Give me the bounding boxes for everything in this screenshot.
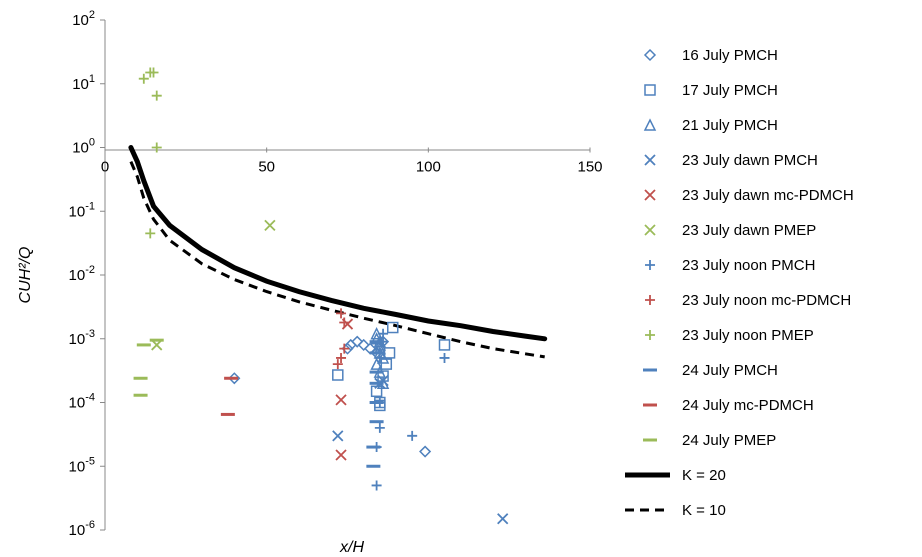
data-point	[339, 317, 350, 328]
legend-label: K = 20	[682, 467, 726, 484]
data-point	[151, 90, 162, 101]
legend-label: 17 July PMCH	[682, 82, 778, 99]
data-point	[332, 359, 343, 370]
legend-label: 24 July mc-PDMCH	[682, 397, 814, 414]
series-line	[129, 161, 545, 359]
x-axis-title: x/H	[339, 539, 364, 556]
data-point	[378, 328, 389, 339]
x-ticks: 0 50 100 150	[101, 147, 603, 176]
legend-marker	[643, 48, 657, 62]
data-point	[332, 369, 344, 381]
data-point	[138, 73, 149, 84]
data-point	[336, 352, 347, 363]
x-tick-label: 0	[101, 159, 109, 176]
data-point	[439, 352, 450, 363]
x-tick-label: 100	[416, 159, 441, 176]
data-point	[371, 480, 382, 491]
data-points	[133, 67, 509, 525]
legend-label: 23 July noon PMEP	[682, 327, 814, 344]
data-point	[383, 347, 396, 359]
data-point	[336, 308, 347, 319]
data-point	[145, 228, 156, 239]
data-point	[332, 430, 344, 442]
data-point	[151, 142, 162, 153]
legend-label: 23 July noon mc-PDMCH	[682, 292, 851, 309]
y-tick-label: 10-6	[69, 519, 95, 539]
data-point	[370, 357, 383, 370]
data-point	[407, 430, 418, 441]
data-point	[497, 513, 509, 525]
y-tick-label: 10-2	[69, 264, 95, 284]
data-point	[374, 422, 385, 433]
data-point	[351, 335, 364, 348]
legend-marker	[644, 154, 656, 166]
y-tick-label: 10-3	[69, 328, 95, 348]
data-point	[264, 219, 276, 232]
data-point	[438, 339, 451, 351]
x-tick-label: 150	[577, 159, 602, 176]
y-tick-label: 10-4	[69, 392, 95, 412]
y-tick-label: 101	[72, 73, 95, 93]
data-point	[335, 394, 347, 406]
x-tick-label: 50	[258, 159, 275, 176]
series-line	[128, 145, 548, 342]
data-point	[339, 343, 350, 354]
legend-marker	[644, 189, 656, 201]
y-tick-label: 100	[72, 137, 95, 157]
data-point	[387, 321, 399, 334]
legend-label: 24 July PMCH	[682, 362, 778, 379]
data-point	[419, 445, 432, 458]
legend-label: K = 10	[682, 502, 726, 519]
legend-marker	[644, 224, 656, 236]
legend-label: 23 July dawn PMCH	[682, 152, 818, 169]
y-ticks: 102 101 100 10-1 10-2 10-3 10-4 10-5 10-6	[69, 9, 105, 539]
legend-marker	[645, 295, 655, 305]
legend-marker	[645, 260, 655, 270]
y-tick-label: 10-1	[69, 200, 95, 220]
data-point	[228, 372, 241, 385]
legend-label: 23 July dawn PMEP	[682, 222, 816, 239]
y-axis-title: CUH²/Q	[17, 247, 34, 304]
legend-marker	[643, 118, 657, 131]
y-tick-label: 102	[72, 9, 95, 29]
y-tick-label: 10-5	[69, 455, 95, 475]
legend-label: 23 July dawn mc-PDMCH	[682, 187, 854, 204]
reference-lines	[128, 145, 548, 359]
data-point	[374, 352, 385, 363]
data-point	[357, 338, 370, 351]
legend-label: 24 July PMEP	[682, 432, 776, 449]
legend-marker	[645, 330, 655, 340]
data-point	[335, 449, 347, 461]
legend-marker	[644, 84, 656, 96]
data-point	[148, 67, 159, 78]
legend: 16 July PMCH 17 July PMCH 21 July PMCH 23 J…	[625, 47, 854, 519]
legend-label: 16 July PMCH	[682, 47, 778, 64]
legend-label: 21 July PMCH	[682, 117, 778, 134]
legend-label: 23 July noon PMCH	[682, 257, 815, 274]
